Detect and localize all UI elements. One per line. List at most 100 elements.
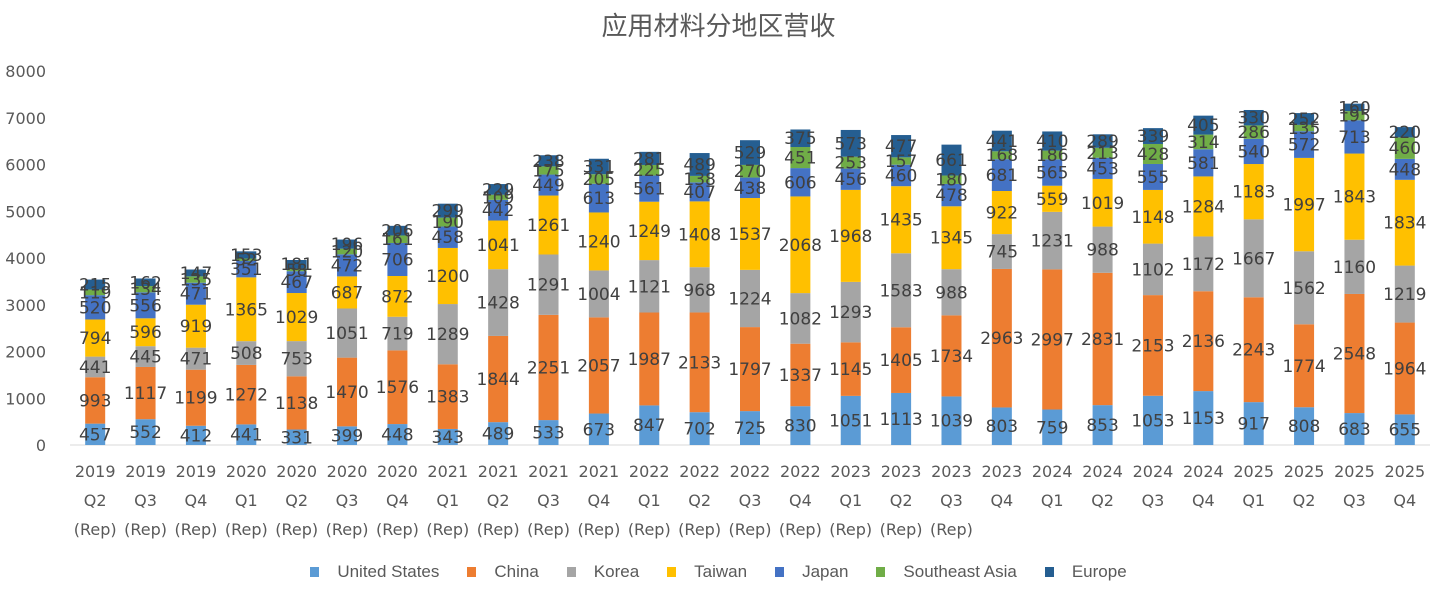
data-label: 161 [381,230,413,250]
x-axis: 2019 Q2 (Rep) 2019 Q3 (Rep) 2019 Q4 (Rep) 2020 Q1 (… [74,462,1425,539]
data-label: 2831 [1081,330,1124,350]
bar-segment-korea [538,254,559,315]
x-tick-label: Q4 [1192,491,1215,510]
bar-segment-korea [85,356,106,378]
data-label: 1145 [829,360,872,380]
bar-segment-taiwan [941,206,962,270]
data-label: 794 [79,329,111,349]
bar-segment-taiwan [1294,157,1315,252]
data-label: 683 [1338,420,1370,440]
data-label: 489 [683,155,715,175]
bar-segment-united-states [790,406,811,445]
bar-segment-china [1394,322,1415,415]
bar-segment-europe [991,130,1012,152]
bar-segment-united-states [1092,405,1113,445]
legend-label: Japan [802,562,849,581]
data-label: 405 [1187,116,1219,136]
bar-segment-taiwan [991,191,1012,235]
data-label: 1102 [1131,260,1174,280]
data-label: 1053 [1131,411,1174,431]
bar-segment-taiwan [1193,176,1214,237]
x-tick-label: Q3 [739,491,762,510]
data-label: 160 [1338,98,1370,118]
data-label: 2963 [980,329,1023,349]
bar-segment-southeast-asia [437,217,458,227]
legend-item-europe[interactable]: Europe [1044,562,1127,582]
bar-segment-united-states [1042,409,1063,445]
x-tick-label: 2022 [730,462,771,481]
bar-segment-southeast-asia [135,286,156,293]
bar-segment-europe [588,158,609,175]
bar-segment-taiwan [588,212,609,271]
data-label: 351 [230,260,262,280]
x-tick-label: (Rep) [729,520,772,539]
bar-segment-china [790,343,811,407]
bar-segment-united-states [891,392,912,445]
bar-segment-europe [891,135,912,158]
data-label: 489 [482,425,514,445]
data-label: 441 [230,426,262,446]
data-label: 872 [381,287,413,307]
y-axis: 0 1000 2000 3000 4000 5000 6000 7000 8000 [5,62,46,455]
data-label: 540 [1237,142,1269,162]
bars-group [85,103,1415,445]
data-label: 252 [1288,110,1320,130]
bar-segment-china [1042,269,1063,410]
data-label: 331 [583,157,615,177]
x-tick-label: 2021 [478,462,519,481]
data-label: 1576 [376,378,419,398]
x-tick-label: Q4 [1393,491,1416,510]
data-label: 573 [835,134,867,154]
bar-segment-korea [1142,243,1163,296]
bar-segment-europe [286,260,307,269]
x-tick-label: (Rep) [628,520,671,539]
x-tick-label: (Rep) [880,520,923,539]
data-label: 449 [532,176,564,196]
legend-item-japan[interactable]: Japan [775,562,848,582]
bar-segment-china [1142,295,1163,396]
bar-segment-southeast-asia [1193,134,1214,150]
legend-label: China [494,562,539,581]
data-label: 1337 [779,366,822,386]
bar-segment-japan [588,183,609,213]
bar-segment-china [538,314,559,421]
x-tick-label: Q2 [1091,491,1114,510]
data-label: 556 [129,296,161,316]
bar-segment-taiwan [840,189,861,282]
bar-segment-united-states [85,423,106,445]
x-tick-label: (Rep) [678,520,721,539]
data-label: 1470 [325,383,368,403]
bar-segment-europe [740,140,760,165]
bar-segment-united-states [840,395,861,445]
data-label: 457 [79,425,111,445]
bar-segment-southeast-asia [1344,111,1365,121]
data-label: 445 [129,348,161,368]
legend-item-china[interactable]: China [467,562,539,582]
data-label: 1200 [426,267,469,287]
data-label: 471 [180,285,212,305]
data-label: 1082 [779,309,822,329]
legend-item-southeast-asia[interactable]: Southeast Asia [876,562,1017,582]
x-tick-label: 2024 [1032,462,1073,481]
legend-item-united-states[interactable]: United States [310,562,439,582]
data-label: 1231 [1031,232,1074,252]
bar-segment-korea [941,269,962,316]
bar-segment-korea [488,269,509,336]
x-tick-label: (Rep) [74,520,117,539]
x-tick-label: Q2 [487,491,510,510]
bar-segment-southeast-asia [639,164,660,176]
data-label: 458 [432,228,464,248]
data-label: 1183 [1232,183,1275,203]
bar-segment-united-states [689,412,710,445]
bar-segment-europe [1243,109,1264,126]
x-tick-label: (Rep) [577,520,620,539]
legend-item-taiwan[interactable]: Taiwan [667,562,747,582]
bar-segment-taiwan [790,196,811,294]
legend-item-korea[interactable]: Korea [566,562,639,582]
data-label: 1261 [527,216,570,236]
bar-segment-japan [891,164,912,187]
data-label: 2251 [527,358,570,378]
bar-segment-japan [941,183,962,207]
legend-swatch-icon [775,567,785,577]
bar-segment-southeast-asia [1243,125,1264,139]
